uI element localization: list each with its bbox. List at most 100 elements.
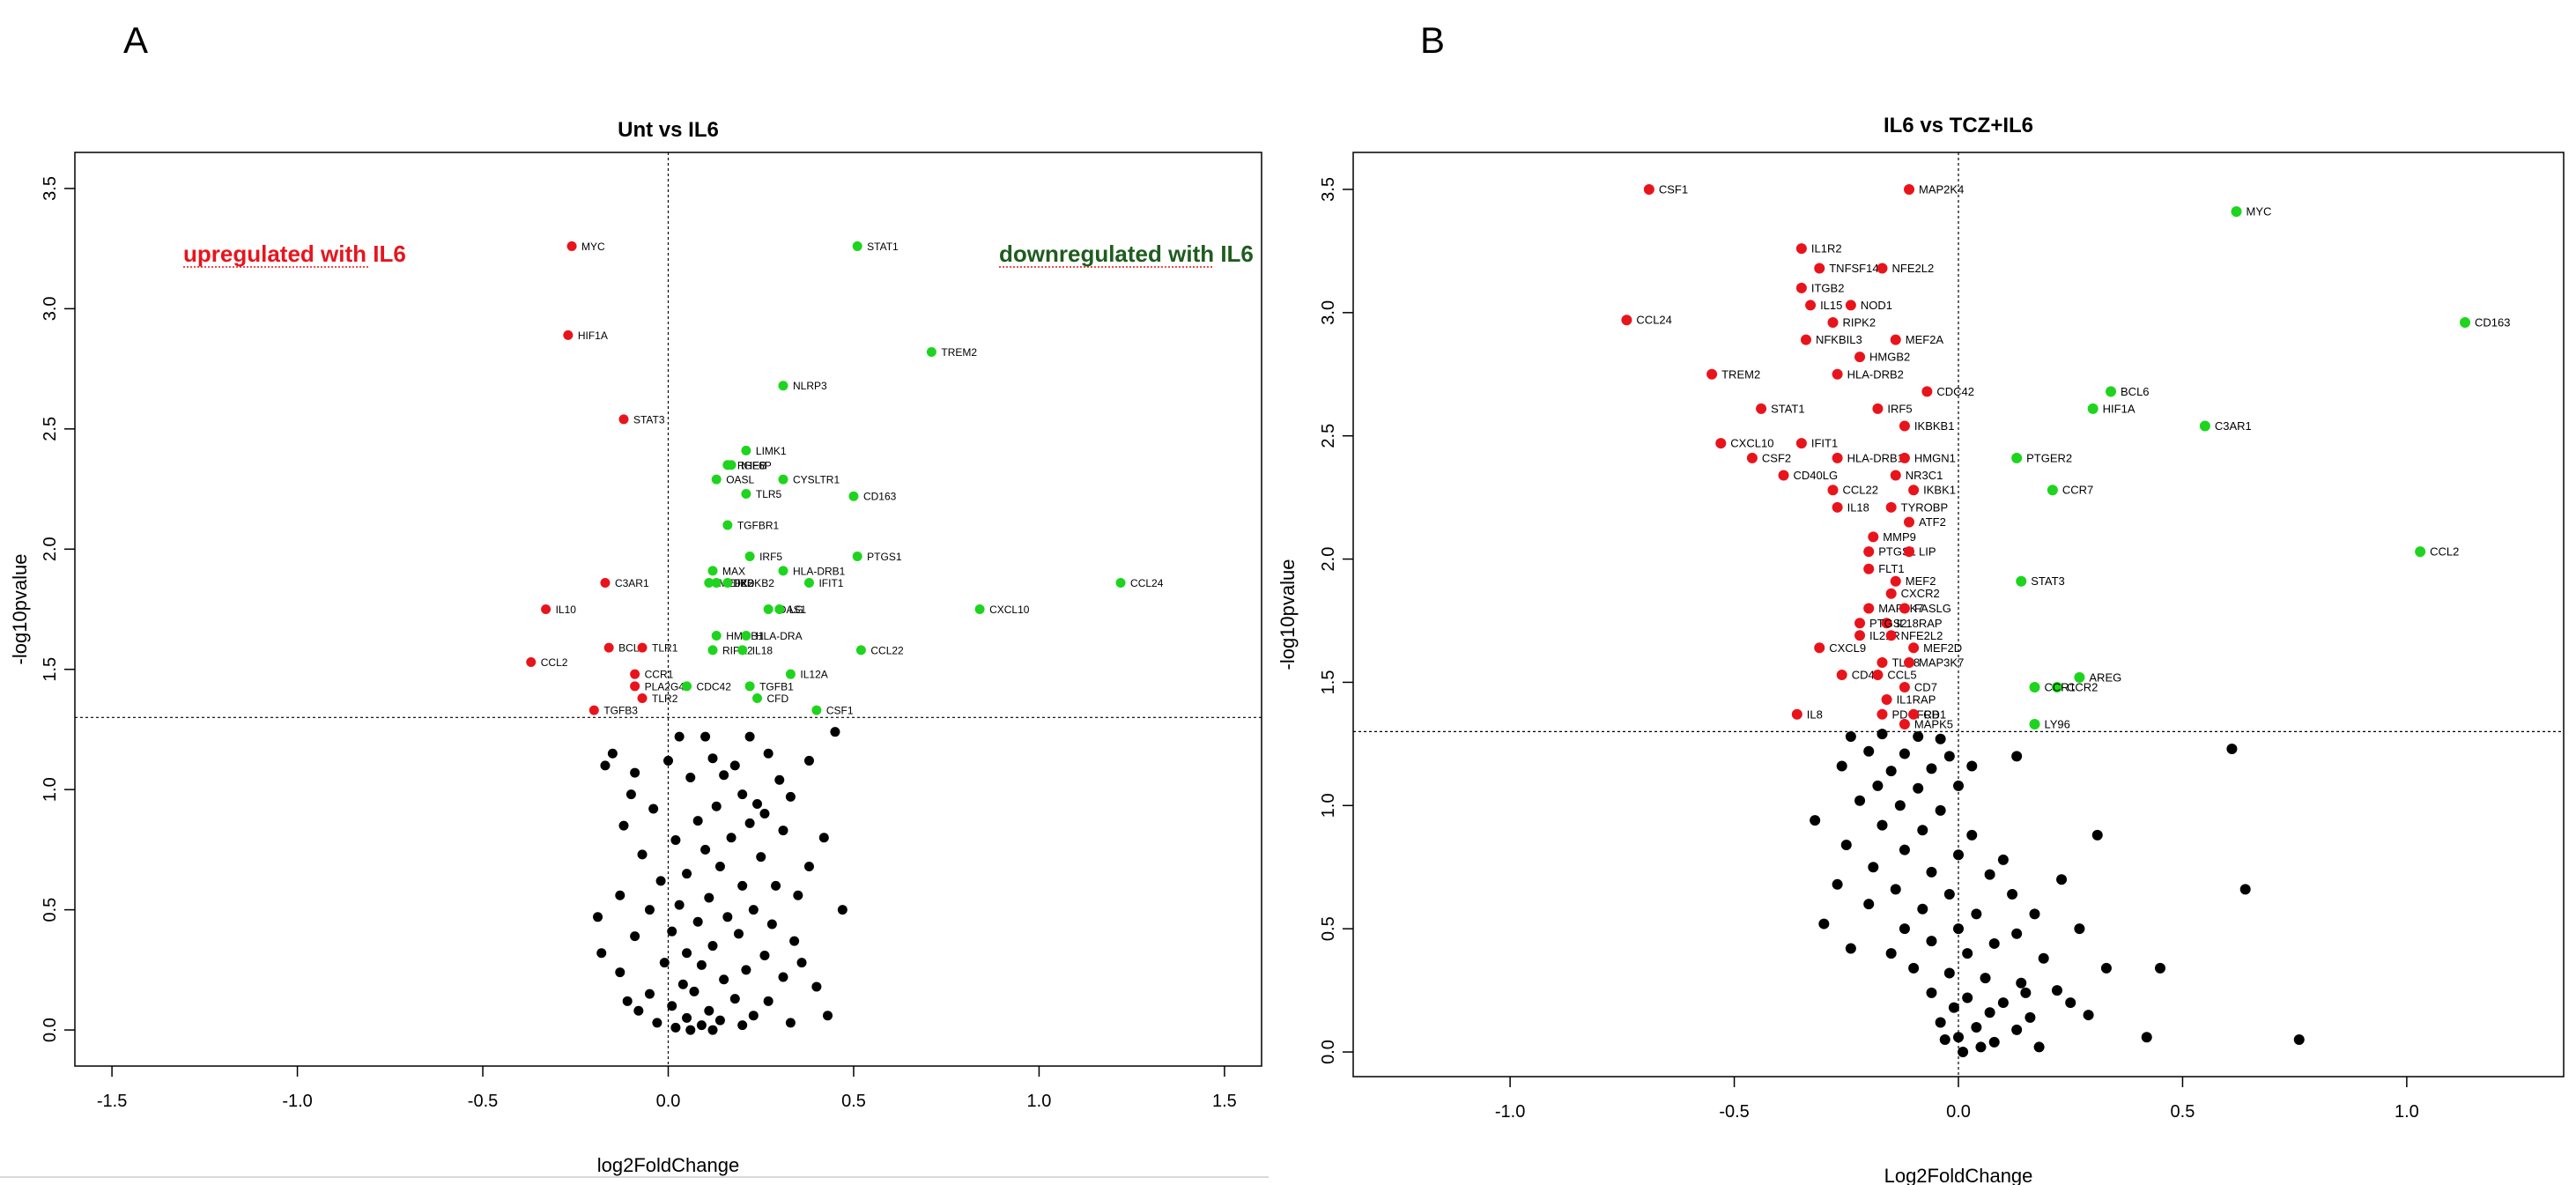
point-stat3 bbox=[2016, 575, 2027, 587]
ns-point bbox=[1917, 825, 1928, 836]
point-ikbk1 bbox=[1908, 485, 1920, 496]
point-ccr1 bbox=[2029, 682, 2040, 693]
point-label: ITGB2 bbox=[1811, 281, 1845, 294]
point-hmgb2 bbox=[1854, 352, 1866, 363]
ns-point bbox=[778, 972, 788, 982]
point-max bbox=[707, 566, 718, 576]
y-tick-label: 2.5 bbox=[1319, 424, 1338, 448]
ns-point bbox=[729, 760, 740, 771]
point-bcl6 bbox=[603, 642, 614, 653]
y-tick-label: 1.5 bbox=[41, 657, 60, 682]
ns-point bbox=[682, 948, 692, 959]
point-trem2 bbox=[926, 347, 936, 358]
point-label: MYC bbox=[2247, 205, 2272, 218]
point-ikbkb2 bbox=[722, 577, 733, 588]
chart-title: Unt vs IL6 bbox=[618, 118, 719, 142]
ns-point bbox=[596, 948, 607, 959]
ns-point bbox=[737, 789, 748, 800]
ns-point bbox=[2051, 985, 2062, 996]
ns-point bbox=[674, 900, 685, 910]
ns-point bbox=[689, 986, 700, 996]
point-label: TGFB1 bbox=[759, 680, 794, 692]
ns-point bbox=[2155, 962, 2165, 974]
point-map3k7 bbox=[1904, 657, 1915, 669]
point-label: PTGS2 bbox=[1869, 617, 1907, 630]
ns-point bbox=[674, 731, 685, 742]
point-tgfbr1 bbox=[722, 520, 733, 530]
point-cdc42 bbox=[682, 681, 692, 692]
point-lip bbox=[1904, 546, 1915, 558]
point-label: MAPK5 bbox=[1914, 717, 1953, 730]
x-tick-label: -1.0 bbox=[1495, 1102, 1525, 1122]
point-tlr2 bbox=[637, 692, 648, 703]
x-tick-label: -0.5 bbox=[468, 1092, 498, 1111]
ns-point bbox=[714, 1015, 725, 1026]
point-label: MYC bbox=[581, 241, 605, 253]
point-il8 bbox=[1791, 708, 1802, 720]
ns-point bbox=[2239, 884, 2251, 895]
y-tick-label: 0.5 bbox=[41, 898, 60, 922]
point-il18 bbox=[1832, 501, 1843, 513]
ns-point bbox=[600, 760, 611, 771]
ns-point bbox=[774, 774, 785, 785]
ns-point bbox=[818, 833, 829, 843]
point-csf1 bbox=[1643, 183, 1654, 195]
ns-point bbox=[1876, 819, 1888, 831]
ns-point bbox=[655, 876, 666, 886]
point-myc bbox=[566, 241, 577, 251]
y-tick-label: 1.0 bbox=[41, 777, 60, 802]
point-nod1 bbox=[1845, 300, 1856, 311]
point-label: CXCR2 bbox=[1901, 587, 1940, 600]
point-il1r2 bbox=[1795, 243, 1807, 255]
ns-point bbox=[722, 912, 733, 922]
point-label: TREM2 bbox=[1721, 367, 1760, 381]
ns-point bbox=[748, 1011, 759, 1021]
ns-point bbox=[1953, 849, 1964, 861]
ns-point bbox=[803, 755, 814, 766]
ns-point bbox=[630, 767, 640, 778]
point-label: CSF2 bbox=[1762, 451, 1791, 464]
ns-point bbox=[1935, 1017, 1946, 1028]
point-ccr1 bbox=[630, 669, 640, 679]
point-il18rap bbox=[1881, 618, 1892, 629]
ns-point bbox=[1984, 869, 1995, 880]
ns-point bbox=[1863, 899, 1875, 910]
point-label: CXCL9 bbox=[1829, 641, 1866, 655]
volcano-plot-1: Unt vs IL6 log2FoldChange -log10pvalue -1.5… bbox=[9, 118, 1262, 1176]
ns-point bbox=[1894, 800, 1906, 811]
ns-point bbox=[2065, 997, 2076, 1009]
ns-point bbox=[667, 926, 677, 937]
point-cdc42 bbox=[1921, 386, 1933, 397]
point-pdgfrb bbox=[1876, 708, 1888, 720]
ns-point bbox=[2083, 1010, 2094, 1021]
point-tgfb1 bbox=[744, 681, 755, 692]
point-tlr8 bbox=[1876, 657, 1888, 669]
point-cysltr1 bbox=[778, 474, 788, 485]
point-label: STAT3 bbox=[633, 413, 665, 426]
y-tick-label: 1.5 bbox=[1319, 670, 1338, 695]
point-tlr1 bbox=[637, 642, 648, 653]
point-label: IL8 bbox=[1807, 707, 1823, 721]
point-ifit1 bbox=[1795, 438, 1807, 449]
ns-point bbox=[2100, 962, 2112, 974]
point-hif1a bbox=[563, 330, 574, 340]
ns-point bbox=[2007, 888, 2018, 900]
point-label: HIF1A bbox=[2103, 402, 2136, 415]
ns-point bbox=[811, 981, 822, 992]
point-ly96 bbox=[2029, 718, 2040, 730]
point-label: TYROBP bbox=[1901, 500, 1948, 514]
ns-point bbox=[1958, 1047, 1969, 1058]
point-stat1 bbox=[1756, 403, 1767, 414]
annotation-upregulated: upregulated with IL6 bbox=[183, 241, 406, 267]
ns-point bbox=[744, 818, 755, 828]
point-ptger2 bbox=[2011, 452, 2023, 463]
point-label: PTGS1 bbox=[867, 551, 902, 563]
point-ccl22 bbox=[1827, 485, 1839, 496]
point-label: CD1 bbox=[1923, 707, 1946, 721]
x-tick-label: 1.0 bbox=[2395, 1102, 2419, 1122]
y-tick-label: 3.0 bbox=[1319, 300, 1338, 325]
ns-point bbox=[1832, 878, 1843, 890]
point-label: CDC42 bbox=[1936, 385, 1974, 398]
ns-point bbox=[696, 959, 707, 970]
ns-point bbox=[1872, 780, 1884, 791]
